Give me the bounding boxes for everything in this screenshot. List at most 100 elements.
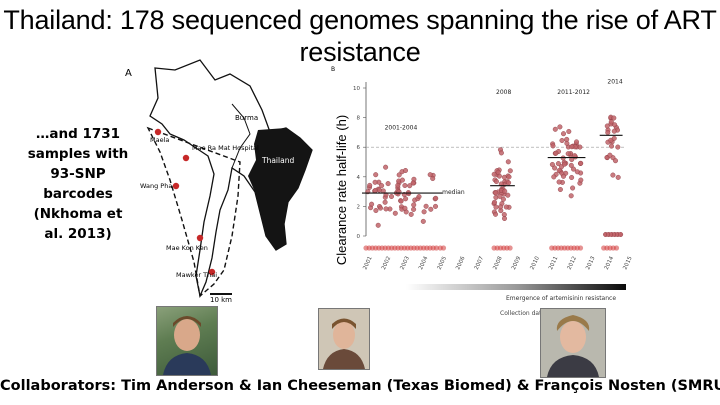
data-point [395,182,401,188]
data-point [433,203,439,209]
data-point [383,164,389,170]
gradient-label: Emergence of artemisinin resistance [506,295,616,302]
data-point [492,199,498,205]
site-dot [154,128,162,136]
data-point [403,196,409,202]
study-area-outline [146,126,241,298]
x-tick-label: 2014 [604,255,616,271]
data-point [611,128,617,134]
site-label: Mawker Thai [176,271,217,279]
x-tick-label: 2007 [474,255,486,271]
data-point [578,160,584,166]
data-point [373,172,379,178]
data-point [507,168,513,174]
data-point [408,211,414,217]
data-point [574,139,580,145]
period-label: 2001-2004 [385,124,418,131]
median-label: median [442,189,465,196]
data-point [608,137,614,143]
emergence-gradient-bar [406,284,626,290]
inner-border [231,103,251,169]
data-point [551,174,557,180]
site-label: Mae Kon Ken [166,244,208,252]
barcode-dot [433,245,439,251]
slide-title: Thailand: 178 sequenced genomes spanning… [3,5,717,67]
data-point [407,183,413,189]
collaborators-footer: Collaborators: Tim Anderson & Ian Cheese… [0,378,720,394]
data-point [375,222,381,228]
data-point [574,169,580,175]
data-point [423,203,429,209]
x-tick-label: 2005 [437,255,449,271]
y-tick-label: 0 [357,234,361,240]
data-point [557,186,563,192]
scale-label: 10 km [210,296,232,304]
data-point [562,161,568,167]
site-label: Mae Ra Mat Hospital [192,144,259,152]
data-point [615,174,621,180]
data-point [557,124,563,130]
data-point [379,183,385,189]
data-point [561,131,567,137]
x-tick-label: 2003 [400,255,412,271]
data-point [427,172,433,178]
x-tick-label: 2001 [362,256,373,271]
data-point [396,172,402,178]
chart-panel-letter: B [331,66,335,73]
site-dot [182,154,190,162]
data-point [411,206,417,212]
data-point [382,199,388,205]
data-point [605,129,611,135]
data-point [553,150,559,156]
x-tick-label: 2015 [622,255,634,271]
data-point [550,143,556,149]
site-dot [196,234,204,242]
data-point [410,180,416,186]
x-tick-label: 2009 [511,255,523,271]
data-point [561,173,567,179]
data-point [610,172,616,178]
x-tick-label: 2004 [418,255,430,271]
x-tick-label: 2006 [455,255,467,271]
site-label: Maela [150,136,169,144]
data-point [421,209,427,215]
map-label-burma: Burma [235,114,258,122]
barcode-dot [440,245,447,251]
data-point [556,179,562,185]
data-point [615,144,621,150]
data-point [564,140,570,146]
data-point [498,204,504,210]
thailand-fill [248,128,312,250]
data-point [420,218,426,224]
x-tick-label: 2012 [567,256,578,271]
data-point [569,174,575,180]
data-point [385,181,391,187]
map-panel-letter: A [125,68,132,79]
data-point [411,202,417,208]
y-axis-label: Clearance rate half-life (h) [334,115,349,265]
site-label: Wang Pha [140,182,172,190]
barcode-dot [613,245,620,251]
data-point [433,195,439,201]
data-point [392,210,398,216]
data-point [555,161,561,167]
data-point [430,175,436,181]
data-point [578,177,584,183]
barcode-dot [577,245,584,251]
data-point [372,179,378,185]
data-point [493,190,499,196]
data-point [373,207,379,213]
data-point [506,180,512,186]
data-point [493,204,499,210]
data-point [495,169,501,175]
data-point [500,196,506,202]
data-point [570,185,576,191]
data-point [383,192,389,198]
data-point [568,162,574,168]
data-point [604,123,610,129]
data-point [502,215,508,221]
site-dot [208,268,216,276]
data-point [501,174,507,180]
